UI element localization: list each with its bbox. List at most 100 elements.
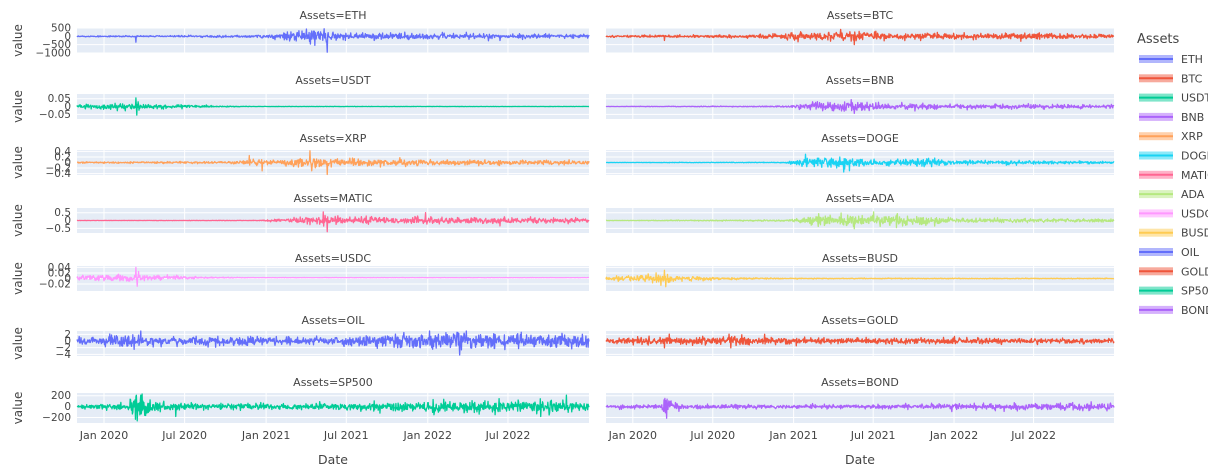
- y-tick-label: 200: [51, 390, 71, 402]
- legend-entry-sp500: SP500: [1181, 285, 1208, 298]
- series-line-gold: [605, 333, 1115, 349]
- x-tick-label: Jul 2020: [689, 429, 735, 442]
- y-tick-label: 0: [64, 273, 71, 285]
- panel-sp500: Assets=SP500: [76, 376, 590, 423]
- series-line-oil: [76, 330, 590, 356]
- y-tick-label: 0: [64, 401, 71, 413]
- x-axis-label: Date: [318, 452, 348, 467]
- y-axis-label: value: [11, 327, 25, 360]
- y-tick-label: 0.5: [54, 207, 71, 219]
- legend-entry-btc: BTC: [1181, 72, 1203, 85]
- panel-title: Assets=ADA: [826, 192, 895, 205]
- panel-background: [606, 28, 1114, 53]
- panel-doge: Assets=DOGE: [605, 132, 1115, 175]
- y-axis-label: value: [11, 90, 25, 123]
- y-tick-label: 0.4: [54, 146, 71, 158]
- panel-title: Assets=BUSD: [822, 252, 898, 265]
- x-tick-label: Jan 2020: [608, 429, 657, 442]
- x-tick-label: Jan 2022: [929, 429, 978, 442]
- y-tick-label: 0.2: [54, 151, 71, 163]
- panel-oil: Assets=OIL: [76, 314, 590, 356]
- panel-title: Assets=USDC: [295, 252, 372, 265]
- legend-entry-matic: MATIC: [1181, 169, 1208, 182]
- x-tick-label: Jul 2021: [850, 429, 896, 442]
- panel-usdt: Assets=USDT: [76, 74, 590, 119]
- panel-title: Assets=BOND: [821, 376, 899, 389]
- y-tick-label: −4: [56, 349, 72, 361]
- y-tick-label: 0: [64, 215, 71, 227]
- panel-title: Assets=ETH: [300, 9, 367, 22]
- legend-entry-gold: GOLD: [1181, 265, 1208, 278]
- y-tick-label: −500: [42, 39, 71, 51]
- panel-title: Assets=USDT: [295, 74, 371, 87]
- y-tick-label: 0: [64, 31, 71, 43]
- x-tick-label: Jul 2022: [485, 429, 531, 442]
- series-line-btc: [605, 28, 1115, 46]
- series-line-busd: [605, 269, 1115, 288]
- panel-usdc: Assets=USDC: [76, 252, 590, 291]
- legend-entry-usdc: USDC: [1181, 207, 1208, 220]
- panel-background: [606, 331, 1114, 356]
- y-tick-label: 0: [64, 101, 71, 113]
- x-tick-label: Jan 2020: [79, 429, 128, 442]
- series-line-usdt: [76, 97, 590, 116]
- panel-title: Assets=BTC: [827, 9, 894, 22]
- legend-entry-eth: ETH: [1181, 53, 1203, 66]
- y-tick-label: 0.04: [48, 262, 72, 274]
- x-tick-label: Jan 2021: [768, 429, 817, 442]
- y-tick-label: 2: [64, 329, 71, 341]
- y-tick-label: −2: [56, 342, 71, 354]
- panel-title: Assets=GOLD: [822, 314, 899, 327]
- legend-entry-busd: BUSD: [1181, 227, 1208, 240]
- x-tick-label: Jul 2022: [1010, 429, 1056, 442]
- y-axis-label: value: [11, 24, 25, 57]
- y-tick-label: −0.5: [46, 223, 72, 235]
- y-tick-label: −0.02: [39, 279, 71, 291]
- y-tick-label: 500: [51, 23, 71, 35]
- x-tick-label: Jul 2021: [323, 429, 369, 442]
- y-tick-label: −0.4: [46, 168, 72, 180]
- series-line-eth: [76, 28, 590, 53]
- y-tick-label: −200: [42, 412, 71, 424]
- series-line-usdc: [76, 266, 590, 287]
- legend-entry-bond: BOND: [1181, 304, 1208, 317]
- panel-bnb: Assets=BNB: [605, 74, 1115, 119]
- panel-title: Assets=BNB: [826, 74, 894, 87]
- legend-entry-ada: ADA: [1181, 188, 1205, 201]
- panel-xrp: Assets=XRP: [76, 132, 590, 176]
- panel-title: Assets=XRP: [300, 132, 367, 145]
- series-line-sp500: [76, 393, 590, 422]
- y-axis-label: value: [11, 204, 25, 237]
- panel-bond: Assets=BOND: [605, 376, 1115, 423]
- y-tick-label: 0.02: [48, 267, 71, 279]
- panel-title: Assets=DOGE: [821, 132, 899, 145]
- y-axis-label: value: [11, 392, 25, 425]
- series-line-ada: [605, 211, 1115, 230]
- panel-title: Assets=SP500: [293, 376, 373, 389]
- panel-btc: Assets=BTC: [605, 9, 1115, 54]
- series-line-bond: [605, 397, 1115, 419]
- series-line-matic: [76, 211, 590, 233]
- y-tick-label: 0: [64, 157, 71, 169]
- series-line-bnb: [605, 98, 1115, 115]
- series-line-doge: [605, 153, 1115, 173]
- legend-entry-bnb: BNB: [1181, 111, 1204, 124]
- y-tick-label: −0.05: [39, 109, 71, 121]
- legend-title: Assets: [1137, 32, 1180, 47]
- panel-gold: Assets=GOLD: [605, 314, 1115, 356]
- x-tick-label: Jan 2021: [241, 429, 290, 442]
- legend-entry-doge: DOGE: [1181, 150, 1208, 163]
- y-axis-label: value: [11, 262, 25, 295]
- panel-title: Assets=MATIC: [294, 192, 373, 205]
- panel-title: Assets=OIL: [301, 314, 365, 327]
- y-tick-label: −0.2: [46, 163, 72, 175]
- legend-entry-xrp: XRP: [1181, 130, 1203, 143]
- y-axis-label: value: [11, 146, 25, 179]
- y-tick-label: 0.05: [48, 93, 71, 105]
- y-tick-label: 0: [64, 336, 71, 348]
- panel-eth: Assets=ETH: [76, 9, 590, 54]
- legend-entry-oil: OIL: [1181, 246, 1200, 259]
